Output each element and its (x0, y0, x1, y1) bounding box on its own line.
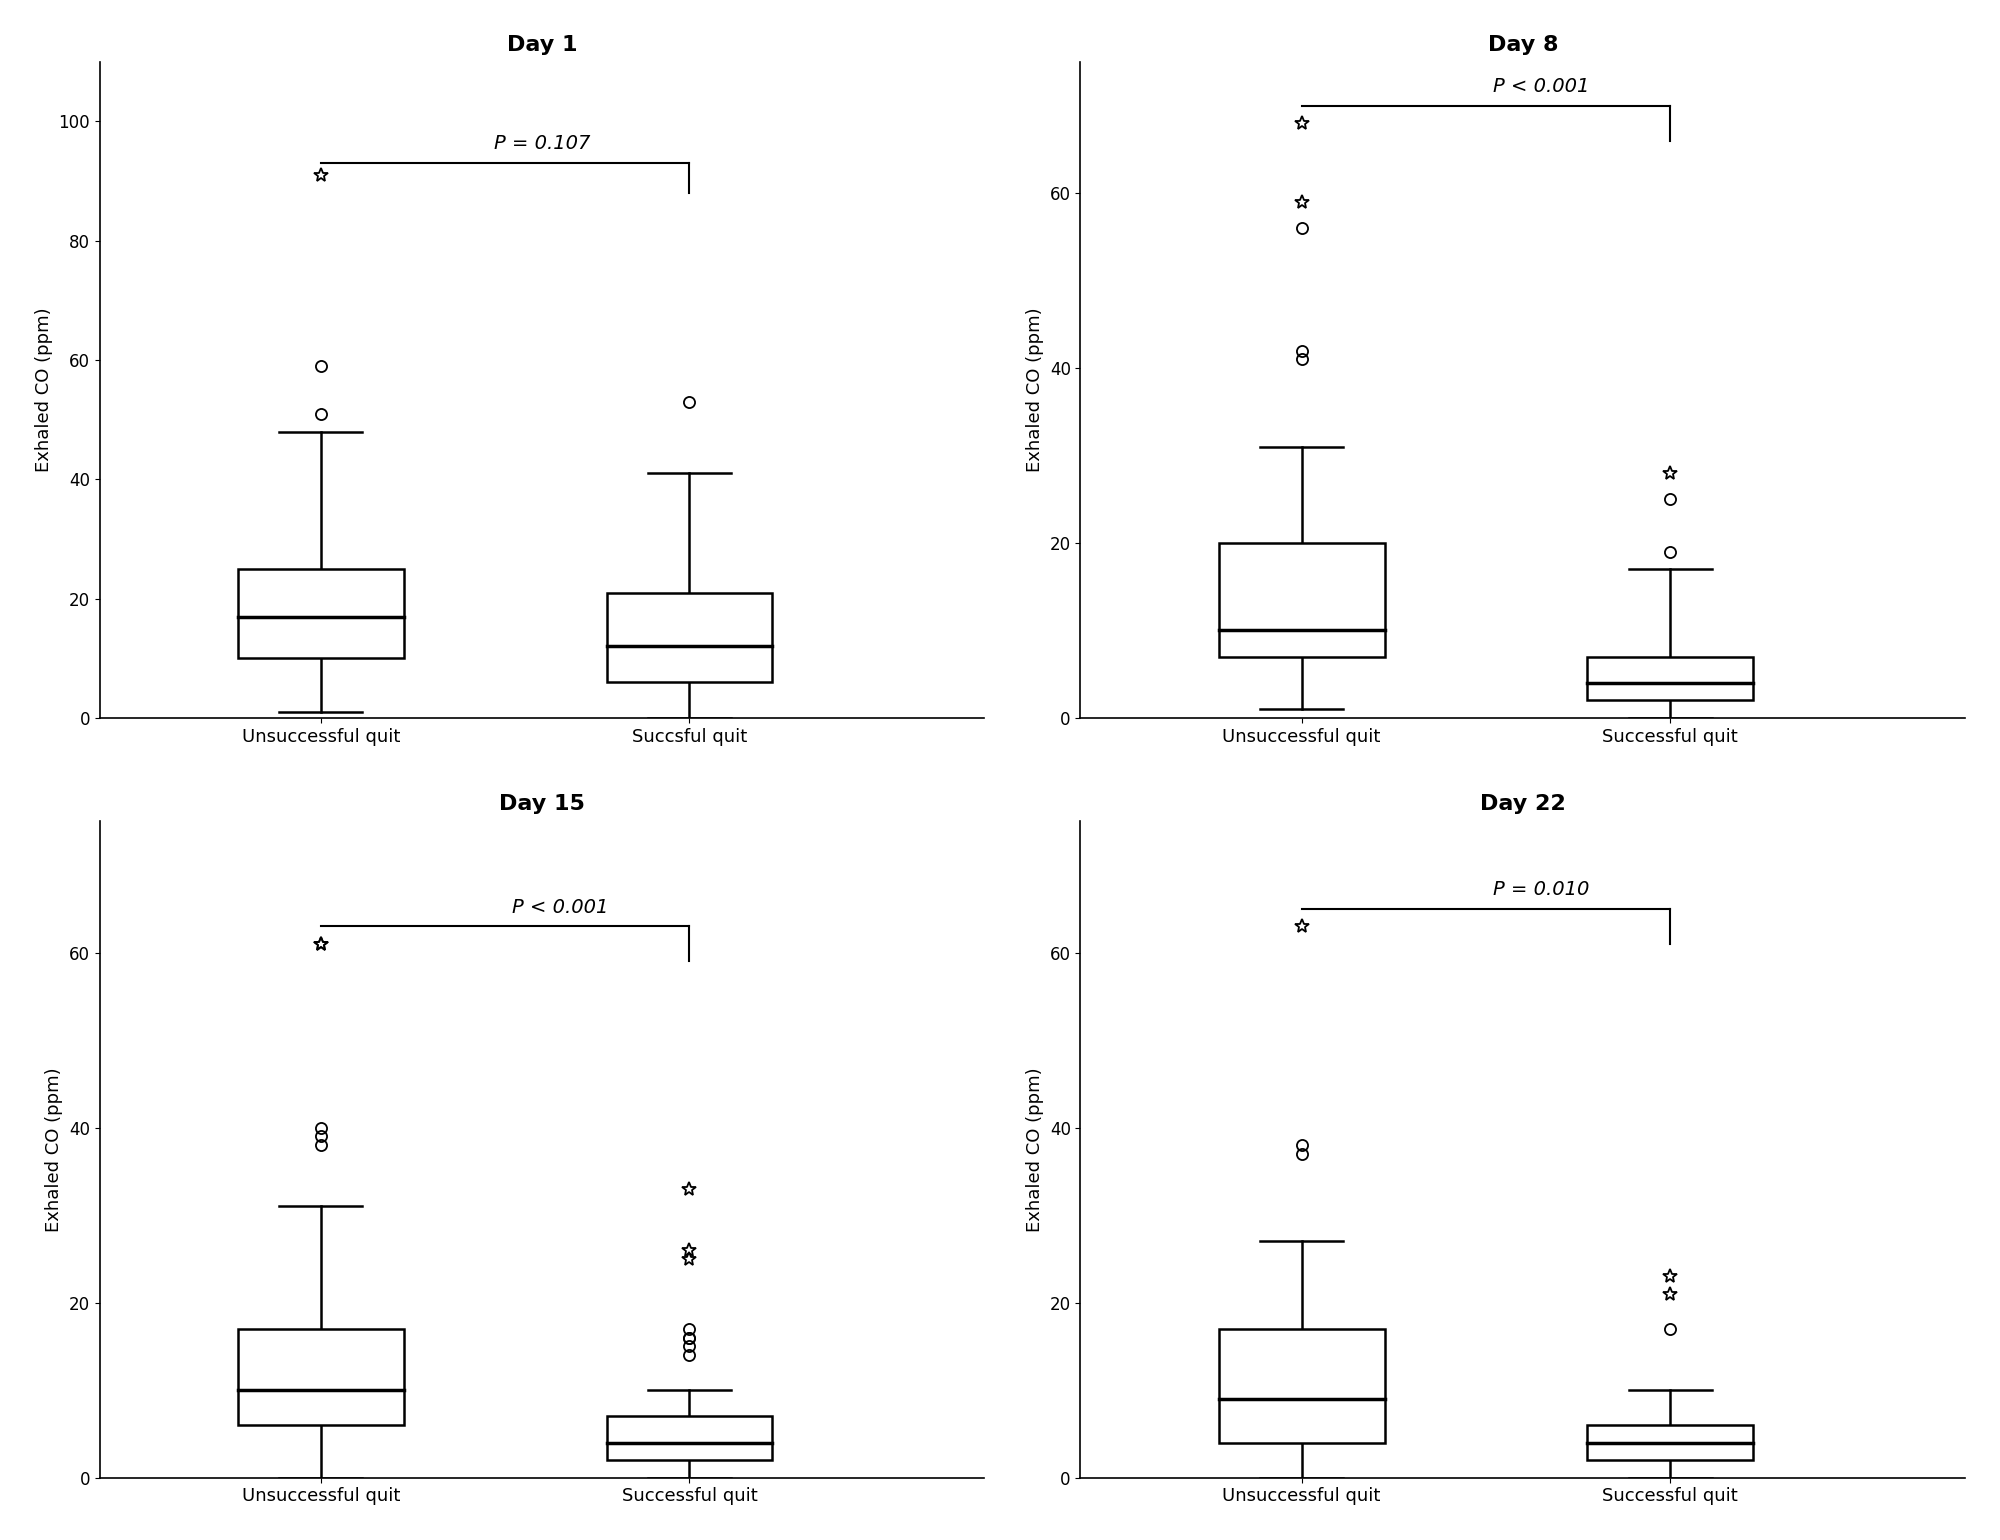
Text: P < 0.001: P < 0.001 (512, 898, 608, 916)
FancyBboxPatch shape (238, 568, 404, 658)
FancyBboxPatch shape (606, 1417, 772, 1460)
FancyBboxPatch shape (1218, 1329, 1384, 1443)
Text: P < 0.001: P < 0.001 (1494, 77, 1590, 95)
Title: Day 15: Day 15 (500, 795, 584, 815)
Y-axis label: Exhaled CO (ppm): Exhaled CO (ppm) (1026, 1067, 1044, 1232)
Y-axis label: Exhaled CO (ppm): Exhaled CO (ppm) (46, 1067, 64, 1232)
Y-axis label: Exhaled CO (ppm): Exhaled CO (ppm) (1026, 308, 1044, 473)
Text: P = 0.010: P = 0.010 (1494, 879, 1590, 899)
Title: Day 22: Day 22 (1480, 795, 1566, 815)
FancyBboxPatch shape (1588, 656, 1754, 701)
Title: Day 8: Day 8 (1488, 35, 1558, 55)
FancyBboxPatch shape (238, 1329, 404, 1424)
Text: P = 0.107: P = 0.107 (494, 134, 590, 154)
Y-axis label: Exhaled CO (ppm): Exhaled CO (ppm) (34, 308, 52, 473)
FancyBboxPatch shape (606, 593, 772, 682)
Title: Day 1: Day 1 (506, 35, 578, 55)
FancyBboxPatch shape (1218, 544, 1384, 656)
FancyBboxPatch shape (1588, 1424, 1754, 1460)
